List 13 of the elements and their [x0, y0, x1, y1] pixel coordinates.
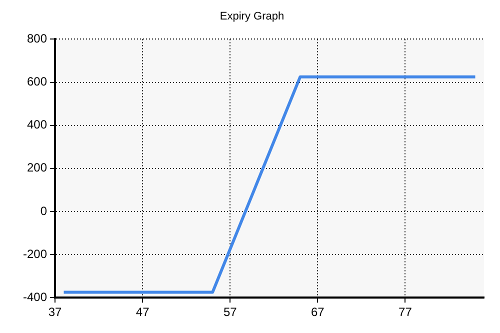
x-tick-label: 47	[136, 305, 150, 320]
y-tick-label: 600	[26, 74, 48, 89]
x-tick-label: 57	[223, 305, 238, 320]
chart-title: Expiry Graph	[220, 10, 284, 23]
y-tick-label: 400	[26, 118, 48, 132]
y-tick-label: -200	[22, 246, 48, 261]
x-tick-label: 77	[398, 305, 412, 320]
y-tick-label: 0	[40, 204, 48, 218]
y-tick-label: -400	[22, 290, 48, 304]
x-tick-label: 37	[48, 305, 62, 320]
y-tick-label: 200	[26, 160, 48, 175]
x-tick-label: 67	[310, 305, 325, 320]
y-tick-label: 800	[26, 32, 48, 46]
